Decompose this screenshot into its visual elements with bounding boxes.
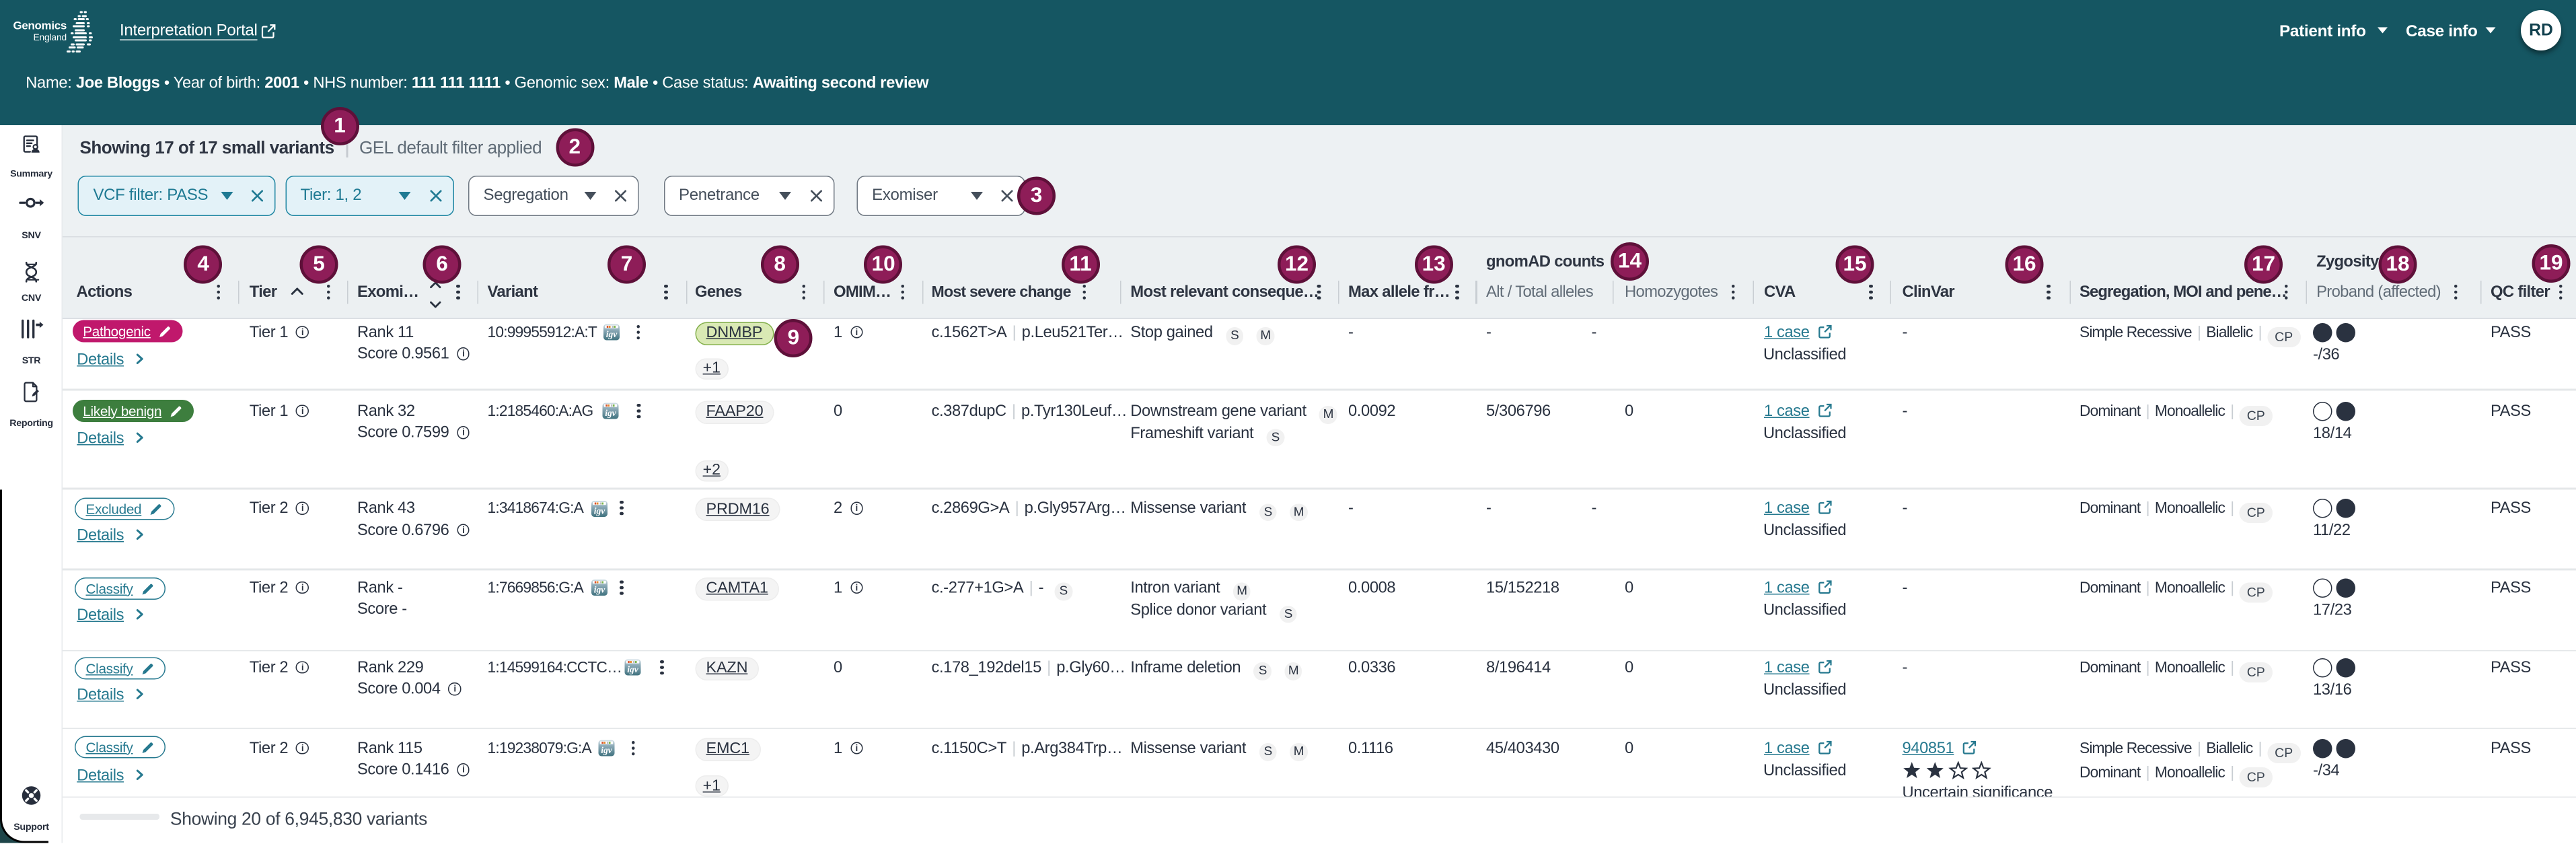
- svg-text:igv: igv: [605, 408, 617, 418]
- svg-text:igv: igv: [594, 585, 606, 595]
- svg-text:igv: igv: [627, 664, 639, 674]
- svg-text:igv: igv: [601, 745, 614, 755]
- svg-text:igv: igv: [594, 505, 606, 516]
- svg-text:igv: igv: [606, 329, 618, 339]
